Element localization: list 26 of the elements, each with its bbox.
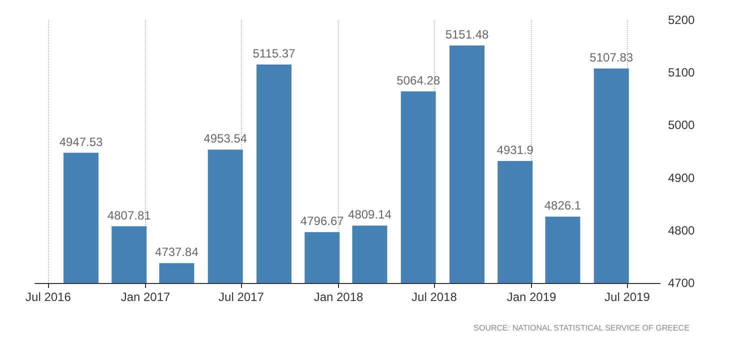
x-tick-label: Jul 2017 — [218, 290, 264, 304]
x-tick-label: Jan 2017 — [120, 290, 171, 304]
data-label: 5115.37 — [252, 46, 296, 61]
x-tick-label: Jul 2016 — [26, 290, 72, 304]
y-tick-label: 4800 — [668, 223, 696, 238]
data-label: 4826.1 — [544, 198, 582, 213]
y-tick-label: 5200 — [668, 13, 696, 27]
data-label: 4807.81 — [107, 208, 152, 222]
data-label: 4796.67 — [300, 214, 344, 228]
y-tick-label: 5100 — [668, 66, 696, 80]
x-tick-label: Jan 2019 — [506, 290, 557, 304]
data-label: 5107.83 — [590, 50, 634, 64]
data-label: 4737.84 — [155, 245, 199, 260]
y-tick-label: 5000 — [668, 118, 696, 132]
data-label: 4809.14 — [348, 208, 392, 222]
data-label: 4953.54 — [204, 132, 248, 146]
data-label: 5064.28 — [396, 73, 440, 88]
x-tick-label: Jul 2019 — [604, 290, 650, 304]
data-label: 4947.53 — [59, 134, 104, 149]
data-label: 4931.9 — [496, 143, 534, 158]
x-tick-label: Jan 2018 — [314, 290, 364, 304]
source-note: SOURCE: NATIONAL STATISTICAL SERVICE OF GREECE — [474, 324, 690, 332]
y-tick-label: 4900 — [668, 170, 696, 185]
data-label: 5151.48 — [445, 28, 490, 42]
y-tick-label: 4700 — [668, 276, 696, 290]
x-tick-label: Jul 2018 — [412, 290, 458, 304]
